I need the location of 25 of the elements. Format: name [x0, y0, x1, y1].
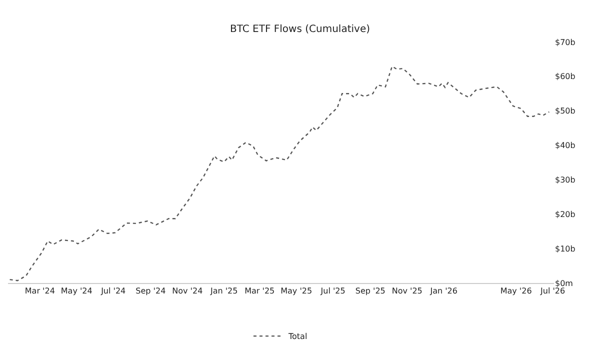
x-tick-label: Jan '26: [429, 286, 458, 296]
y-tick-label: $60b: [555, 72, 576, 82]
y-tick-label: $30b: [555, 176, 576, 185]
x-tick-label: Mar '25: [244, 286, 275, 296]
y-tick-label: $20b: [555, 210, 576, 219]
x-tick-label: Jul '24: [100, 286, 126, 296]
x-tick-label: Nov '25: [392, 286, 422, 296]
x-tick-label: Jul '26: [540, 286, 566, 296]
y-tick-label: $50b: [555, 106, 576, 116]
line-series: [9, 66, 550, 282]
y-tick-label: $0m: [555, 278, 574, 288]
x-tick-label: May '26: [500, 286, 532, 296]
x-tick-label: Nov '24: [172, 286, 203, 296]
x-tick-label: Sep '24: [136, 286, 166, 296]
y-tick-label: $10b: [555, 244, 576, 254]
chart-title: BTC ETF Flows (Cumulative): [230, 24, 370, 36]
legend-label: Total: [288, 332, 308, 342]
x-tick-label: Sep '25: [355, 286, 386, 296]
x-tick-label: May '24: [60, 286, 92, 296]
x-tick-label: Jul '25: [320, 286, 346, 296]
y-tick-label: $70b: [555, 38, 576, 47]
x-tick-label: Jan '25: [209, 286, 238, 296]
x-tick-label: May '25: [280, 286, 312, 296]
x-tick-label: Mar '24: [24, 286, 55, 296]
y-tick-label: $40b: [555, 141, 576, 150]
